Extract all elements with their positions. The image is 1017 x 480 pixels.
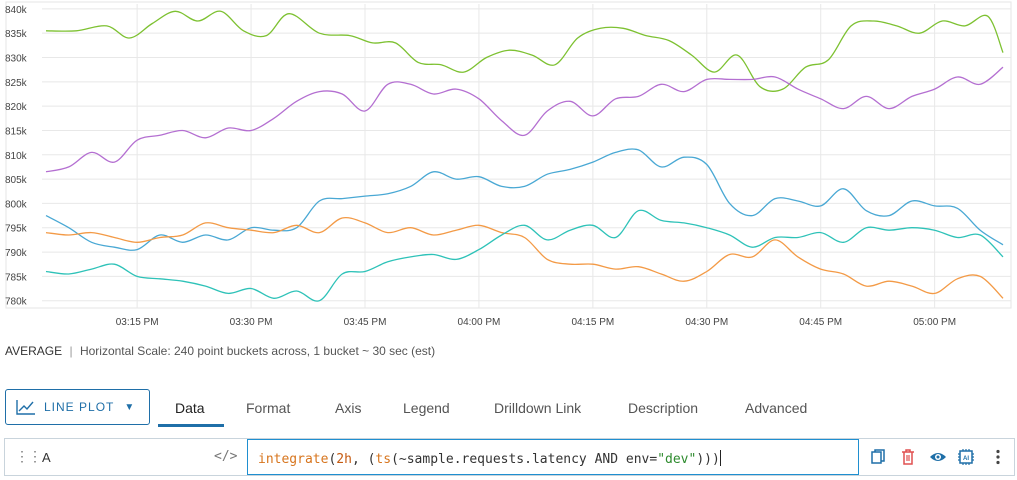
tab-axis[interactable]: Axis (335, 400, 362, 416)
plot-type-dropdown[interactable]: LINE PLOT ▼ (5, 389, 150, 425)
copy-icon[interactable] (869, 448, 887, 466)
x-tick-label: 04:30 PM (685, 317, 728, 328)
query-name[interactable]: A (42, 450, 51, 465)
series-line-1 (45, 10, 1004, 92)
y-tick-label: 805k (5, 175, 28, 186)
tab-description[interactable]: Description (628, 400, 699, 416)
code-toggle-icon[interactable]: </> (214, 449, 238, 464)
x-tick-label: 04:00 PM (458, 317, 501, 328)
y-tick-label: 840k (5, 5, 28, 16)
y-tick-label: 800k (5, 199, 28, 210)
active-tab-indicator (158, 424, 224, 427)
y-tick-label: 780k (5, 297, 28, 308)
chevron-down-icon: ▼ (124, 401, 135, 413)
y-tick-label: 820k (5, 102, 28, 113)
chart-editor-toolbar: LINE PLOT ▼ Data Format Axis Legend Dril… (0, 386, 1017, 428)
tab-data[interactable]: Data (175, 400, 205, 416)
y-tick-label: 835k (5, 29, 28, 40)
aggregation-label: AVERAGE (5, 344, 63, 358)
y-tick-label: 815k (5, 126, 28, 137)
eye-icon[interactable] (929, 448, 947, 466)
query-input[interactable]: integrate(2h, (ts(~sample.requests.laten… (247, 439, 859, 475)
tab-drilldown-link[interactable]: Drilldown Link (494, 400, 582, 416)
more-vertical-icon[interactable] (989, 448, 1007, 466)
query-string: "dev" (657, 452, 697, 467)
series-line-3 (45, 148, 1004, 251)
svg-text:AI: AI (963, 456, 969, 462)
query-function: integrate (258, 452, 329, 467)
x-tick-label: 03:30 PM (230, 317, 273, 328)
line-chart-icon (16, 400, 35, 415)
series-line-5 (45, 209, 1004, 302)
query-paren-open: ( (328, 452, 337, 467)
y-tick-label: 830k (5, 54, 28, 65)
query-ts-function: ts (375, 452, 392, 467)
chart-area: 840k 835k 830k 825k 820k 815k 810k 805k 800k 795k… (5, 1, 1012, 328)
horizontal-scale-text: Horizontal Scale: 240 point buckets acro… (79, 344, 436, 358)
line-chart: 840k 835k 830k 825k 820k 815k 810k 805k 800k 795k… (5, 1, 1012, 328)
plot-type-label: LINE PLOT (44, 400, 115, 414)
y-tick-label: 825k (5, 78, 28, 89)
tab-advanced[interactable]: Advanced (745, 400, 808, 416)
query-row: ⋮⋮ A </> integrate(2h, (ts(~sample.reque… (4, 438, 1015, 476)
y-tick-label: 785k (5, 272, 28, 283)
y-tick-label: 795k (5, 224, 28, 235)
query-window: 2h (336, 452, 352, 467)
chart-summary: AVERAGE | Horizontal Scale: 240 point bu… (5, 344, 435, 358)
query-middle: , ( (351, 452, 376, 467)
series-line-2 (45, 66, 1004, 173)
series-line-4 (45, 216, 1004, 299)
ai-icon[interactable]: AI (957, 448, 975, 466)
x-tick-label: 05:00 PM (913, 317, 956, 328)
delete-icon[interactable] (899, 448, 917, 466)
x-tick-label: 03:45 PM (344, 317, 387, 328)
x-tick-label: 03:15 PM (116, 317, 159, 328)
x-tick-label: 04:15 PM (571, 317, 614, 328)
y-tick-label: 790k (5, 248, 28, 259)
x-tick-label: 04:45 PM (799, 317, 842, 328)
tab-legend[interactable]: Legend (403, 400, 450, 416)
y-tick-label: 810k (5, 151, 28, 162)
drag-handle-icon[interactable]: ⋮⋮ (15, 448, 42, 464)
query-close: ))) (696, 452, 720, 467)
tab-format[interactable]: Format (246, 400, 291, 416)
text-cursor (719, 450, 721, 466)
summary-separator: | (69, 344, 73, 358)
query-ts-args: (~sample.requests.latency AND env= (391, 452, 658, 467)
